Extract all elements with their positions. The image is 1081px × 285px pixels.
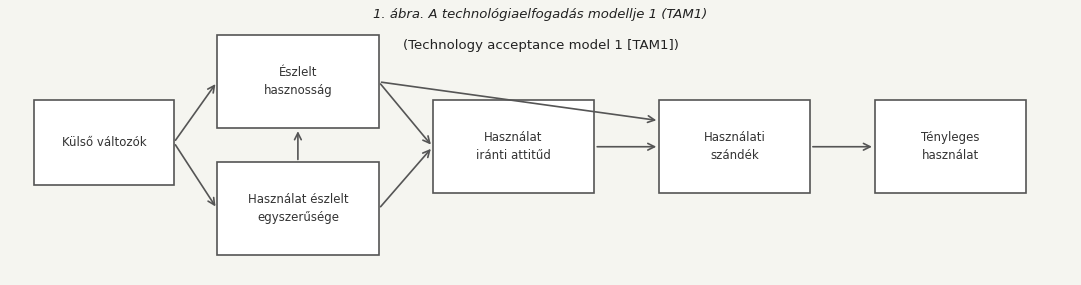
Text: Használati
szándék: Használati szándék (704, 131, 765, 162)
Text: Használat
iránti attitűd: Használat iránti attitűd (476, 131, 551, 162)
Text: Tényleges
használat: Tényleges használat (921, 131, 979, 162)
Text: Használat észlelt
egyszerűsége: Használat észlelt egyszerűsége (248, 193, 348, 224)
FancyBboxPatch shape (875, 100, 1026, 193)
FancyBboxPatch shape (432, 100, 595, 193)
Text: 1. ábra. A technológiaelfogadás modellje 1 (TAM1): 1. ábra. A technológiaelfogadás modellje… (373, 9, 708, 21)
Text: (Technology acceptance model 1 [TAM1]): (Technology acceptance model 1 [TAM1]) (402, 40, 679, 52)
Text: Külső változók: Külső változók (62, 136, 146, 149)
FancyBboxPatch shape (34, 100, 174, 185)
FancyBboxPatch shape (217, 35, 378, 128)
Text: Észlelt
hasznosság: Észlelt hasznosság (264, 66, 332, 97)
FancyBboxPatch shape (659, 100, 810, 193)
FancyBboxPatch shape (217, 162, 378, 255)
